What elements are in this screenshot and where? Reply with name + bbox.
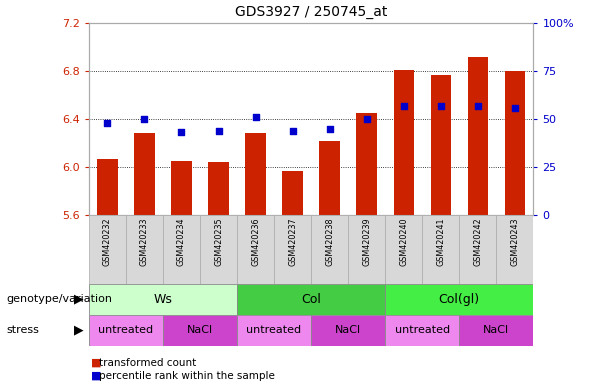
Text: ■: ■	[91, 371, 101, 381]
Bar	[357, 113, 377, 215]
Bar	[89, 315, 163, 346]
Text: untreated: untreated	[395, 325, 450, 335]
Bar	[459, 215, 497, 284]
Text: GSM420236: GSM420236	[251, 218, 260, 266]
Text: Ws: Ws	[153, 293, 172, 306]
Bar	[497, 215, 533, 284]
Point	[287, 127, 297, 134]
Point	[510, 104, 520, 111]
Text: GSM420239: GSM420239	[362, 218, 371, 266]
Bar	[348, 215, 385, 284]
Bar	[274, 215, 311, 284]
Bar	[126, 215, 163, 284]
Text: untreated: untreated	[98, 325, 153, 335]
Text: GSM420243: GSM420243	[510, 218, 519, 266]
Bar	[430, 74, 451, 215]
Bar	[283, 170, 303, 215]
Bar	[468, 56, 488, 215]
Text: transformed count: transformed count	[99, 358, 197, 368]
Text: untreated: untreated	[246, 325, 302, 335]
Text: GSM420242: GSM420242	[473, 218, 482, 266]
Bar	[311, 315, 385, 346]
Point	[251, 114, 261, 120]
Text: NaCl: NaCl	[335, 325, 361, 335]
Text: GSM420238: GSM420238	[325, 218, 334, 266]
Point	[177, 129, 186, 136]
Bar	[237, 215, 274, 284]
Text: GSM420241: GSM420241	[436, 218, 445, 266]
Bar	[319, 141, 340, 215]
Bar	[504, 71, 525, 215]
Point	[399, 103, 409, 109]
Bar	[97, 159, 118, 215]
Bar	[385, 315, 459, 346]
Text: NaCl: NaCl	[483, 325, 509, 335]
Point	[102, 120, 112, 126]
Text: Col(gl): Col(gl)	[439, 293, 480, 306]
Bar	[459, 315, 533, 346]
Bar	[422, 215, 459, 284]
Text: GSM420240: GSM420240	[399, 218, 408, 266]
Text: ■: ■	[91, 358, 101, 368]
Bar	[237, 315, 311, 346]
Text: GSM420235: GSM420235	[214, 218, 223, 266]
Point	[362, 116, 371, 122]
Text: GSM420233: GSM420233	[140, 218, 149, 266]
Point	[436, 103, 446, 109]
Point	[140, 116, 150, 122]
Bar	[311, 215, 348, 284]
Bar	[200, 215, 237, 284]
Bar	[163, 315, 237, 346]
Bar	[385, 284, 533, 315]
Text: GSM420232: GSM420232	[103, 218, 112, 266]
Text: Col: Col	[301, 293, 321, 306]
Bar	[134, 133, 154, 215]
Text: percentile rank within the sample: percentile rank within the sample	[99, 371, 275, 381]
Title: GDS3927 / 250745_at: GDS3927 / 250745_at	[235, 5, 387, 19]
Bar	[89, 215, 126, 284]
Bar	[245, 133, 265, 215]
Bar	[208, 162, 229, 215]
Text: ▶: ▶	[74, 293, 83, 306]
Text: GSM420234: GSM420234	[177, 218, 186, 266]
Text: ▶: ▶	[74, 323, 83, 336]
Bar	[385, 215, 422, 284]
Bar	[163, 215, 200, 284]
Bar	[237, 284, 385, 315]
Bar	[171, 161, 192, 215]
Bar	[394, 70, 414, 215]
Bar	[89, 284, 237, 315]
Text: NaCl: NaCl	[187, 325, 213, 335]
Text: stress: stress	[6, 325, 39, 335]
Point	[213, 127, 223, 134]
Point	[473, 103, 482, 109]
Text: genotype/variation: genotype/variation	[6, 294, 112, 304]
Text: GSM420237: GSM420237	[288, 218, 297, 266]
Point	[325, 126, 335, 132]
